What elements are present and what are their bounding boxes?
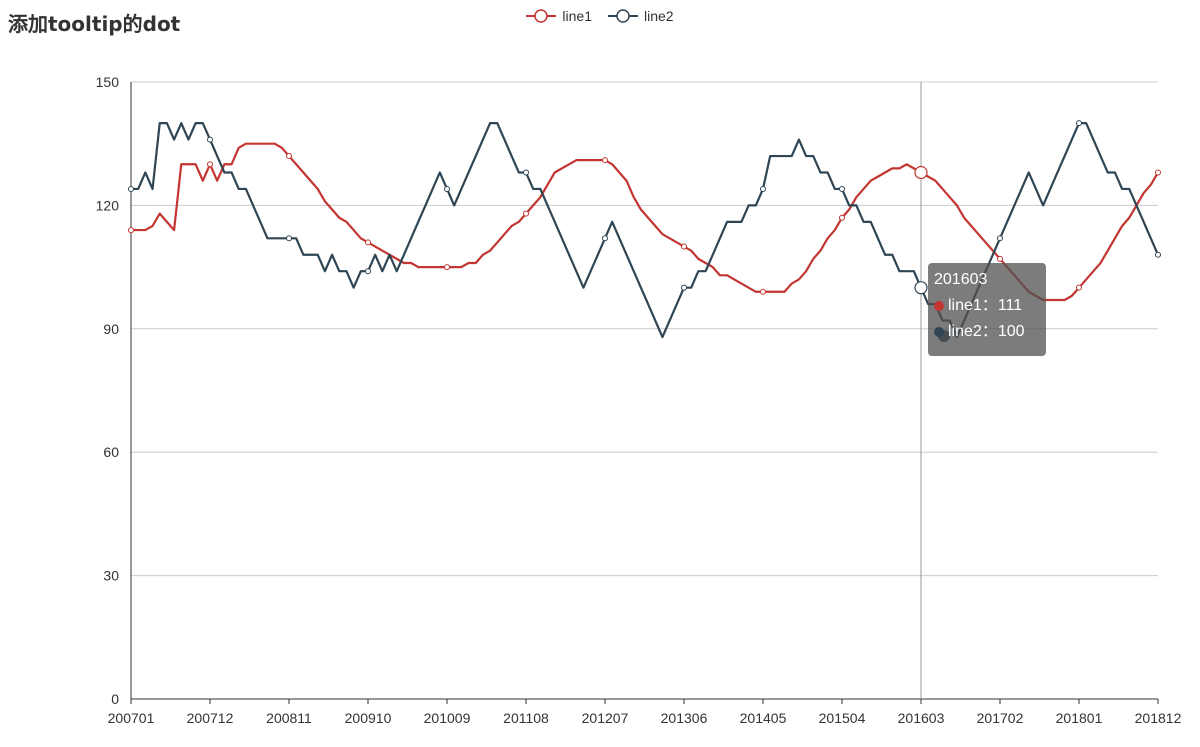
data-point-line1[interactable] bbox=[602, 157, 608, 164]
x-tick-label: 201207 bbox=[582, 710, 629, 726]
chart-title: 添加tooltip的dot bbox=[8, 12, 181, 36]
tooltip-row-line2-label: line2： bbox=[948, 323, 998, 340]
legend: line1 line2 bbox=[0, 8, 1200, 24]
x-tick-label: 201801 bbox=[1056, 710, 1103, 726]
data-point-line1[interactable] bbox=[839, 214, 845, 221]
data-point-line2[interactable] bbox=[444, 185, 450, 192]
series-line-line1[interactable] bbox=[131, 142, 1159, 302]
data-point-line2[interactable] bbox=[128, 185, 134, 192]
data-point-line2[interactable] bbox=[1155, 251, 1161, 258]
data-point-line2[interactable] bbox=[997, 235, 1003, 242]
legend-item-line2[interactable]: line2 bbox=[608, 8, 674, 24]
data-point-line1[interactable] bbox=[207, 161, 213, 168]
x-tick-label: 200910 bbox=[345, 710, 392, 726]
data-point-line2[interactable] bbox=[523, 169, 529, 176]
data-point-line1[interactable] bbox=[1076, 284, 1082, 291]
tooltip-row-line2: line2： 100 bbox=[934, 319, 1040, 345]
legend-label-line1: line1 bbox=[562, 8, 592, 24]
x-tick-label: 201812 bbox=[1135, 710, 1182, 726]
data-point-line2[interactable] bbox=[365, 268, 371, 275]
y-tick-label: 150 bbox=[96, 74, 120, 90]
highlight-point-line1[interactable] bbox=[914, 165, 928, 180]
tooltip-line1-dot-icon bbox=[934, 301, 944, 311]
x-tick-label: 201603 bbox=[898, 710, 945, 726]
data-point-line2[interactable] bbox=[602, 235, 608, 242]
x-tick-label: 201009 bbox=[424, 710, 471, 726]
x-tick-label: 200811 bbox=[266, 710, 312, 726]
data-point-line2[interactable] bbox=[760, 185, 766, 192]
data-point-line1[interactable] bbox=[523, 210, 529, 217]
legend-item-line1[interactable]: line1 bbox=[526, 8, 592, 24]
x-tick-label: 201108 bbox=[503, 710, 549, 726]
data-point-line2[interactable] bbox=[207, 136, 213, 143]
y-tick-label: 30 bbox=[103, 568, 119, 584]
data-point-line1[interactable] bbox=[286, 153, 292, 160]
data-point-line1[interactable] bbox=[365, 239, 371, 246]
data-point-line2[interactable] bbox=[286, 235, 292, 242]
y-tick-label: 120 bbox=[96, 197, 120, 213]
highlight-point-line2[interactable] bbox=[914, 281, 928, 295]
legend-line1-icon bbox=[526, 9, 557, 23]
tooltip-line2-dot-icon bbox=[934, 327, 944, 337]
x-tick-label: 201702 bbox=[977, 710, 1024, 726]
y-tick-label: 0 bbox=[111, 691, 119, 707]
tooltip-row-line1-value: 111 bbox=[997, 297, 1023, 314]
tooltip-row-line2-value: 100 bbox=[997, 323, 1025, 340]
x-tick-label: 200712 bbox=[187, 710, 234, 726]
data-point-line1[interactable] bbox=[681, 243, 687, 250]
x-tick-label: 200701 bbox=[108, 710, 155, 726]
y-tick-label: 60 bbox=[103, 444, 119, 460]
x-tick-label: 201306 bbox=[661, 710, 708, 726]
tooltip: 201603 line1： 111 line2： 100 bbox=[928, 263, 1046, 356]
data-point-line2[interactable] bbox=[681, 284, 687, 291]
data-point-line1[interactable] bbox=[128, 227, 134, 234]
data-point-line1[interactable] bbox=[444, 264, 450, 271]
data-point-line2[interactable] bbox=[839, 185, 845, 192]
tooltip-header: 201603 bbox=[934, 271, 988, 288]
legend-line2-icon bbox=[608, 9, 638, 23]
data-point-line1[interactable] bbox=[1155, 169, 1161, 176]
legend-label-line2: line2 bbox=[644, 8, 674, 24]
tooltip-row-line1-label: line1： bbox=[948, 297, 998, 314]
tooltip-row-line1: line1： 111 bbox=[934, 293, 1040, 319]
data-point-line1[interactable] bbox=[997, 255, 1003, 262]
data-point-line2[interactable] bbox=[1076, 120, 1082, 127]
x-tick-label: 201504 bbox=[819, 710, 866, 726]
x-tick-label: 201405 bbox=[740, 710, 787, 726]
data-point-line1[interactable] bbox=[760, 288, 766, 295]
y-tick-label: 90 bbox=[103, 321, 119, 337]
